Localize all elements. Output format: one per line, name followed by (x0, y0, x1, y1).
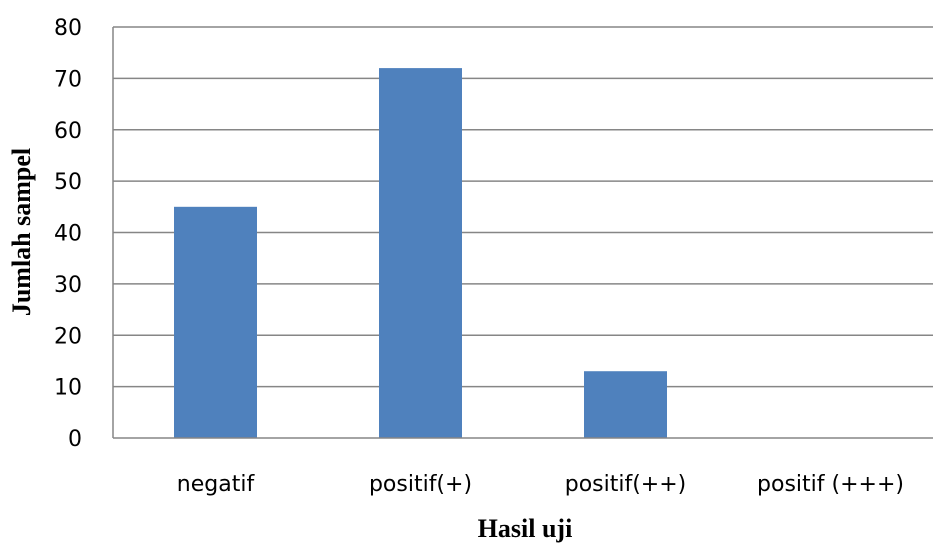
y-tick-label: 50 (54, 170, 82, 195)
bars (174, 68, 667, 438)
x-tick-label: positif(++) (565, 472, 687, 497)
y-tick-label: 0 (68, 427, 82, 452)
y-tick-label: 80 (54, 16, 82, 41)
y-tick-labels: 0 10 20 30 40 50 60 70 80 (54, 16, 82, 452)
x-tick-label: negatif (177, 472, 256, 497)
bar-1 (379, 68, 462, 438)
x-tick-label: positif (+++) (757, 472, 904, 497)
y-tick-label: 20 (54, 324, 82, 349)
x-tick-label: positif(+) (369, 472, 472, 497)
y-tick-label: 60 (54, 119, 82, 144)
y-tick-label: 40 (54, 222, 82, 247)
y-tick-label: 10 (54, 376, 82, 401)
x-tick-labels: negatif positif(+) positif(++) positif (+++… (177, 472, 904, 497)
bar-0 (174, 206, 257, 438)
x-axis-title: Hasil uji (478, 514, 573, 543)
bar-2 (584, 371, 667, 438)
y-axis-title: Jumlah sampel (7, 148, 36, 316)
y-tick-label: 30 (54, 273, 82, 298)
y-tick-label: 70 (54, 67, 82, 92)
